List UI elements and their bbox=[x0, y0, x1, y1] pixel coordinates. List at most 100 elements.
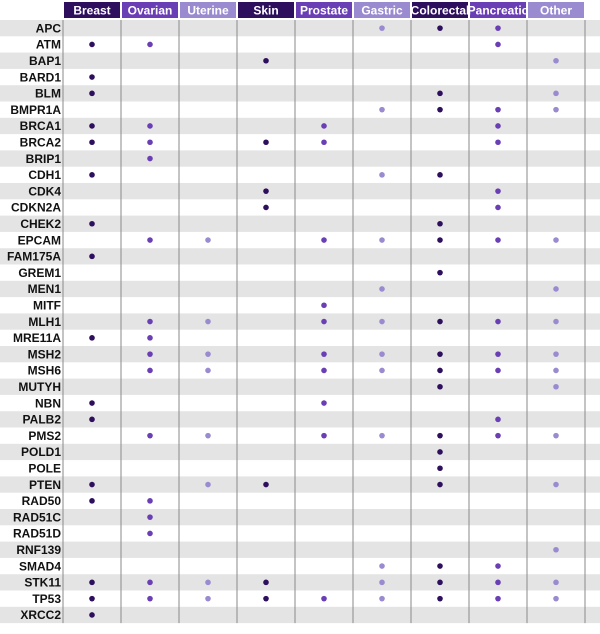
row-band bbox=[0, 378, 600, 395]
association-dot bbox=[379, 579, 385, 586]
association-dot bbox=[89, 416, 95, 423]
column-header-bg bbox=[64, 2, 120, 18]
row-band bbox=[0, 20, 600, 37]
association-dot bbox=[147, 335, 153, 341]
association-dot bbox=[89, 400, 95, 406]
row-band bbox=[0, 280, 600, 298]
gene-label: BLM bbox=[35, 87, 61, 101]
association-dot bbox=[89, 335, 95, 341]
association-dot bbox=[553, 383, 559, 390]
column-header-bg bbox=[296, 2, 352, 18]
association-dot bbox=[89, 90, 95, 97]
column-headers: Breast Ovarian Uterine Skin Prostate Gastric C… bbox=[64, 2, 584, 18]
gene-label: BRCA1 bbox=[20, 119, 62, 133]
association-dot bbox=[437, 432, 443, 439]
row-band bbox=[0, 411, 600, 428]
gene-label: EPCAM bbox=[18, 233, 61, 247]
association-dot bbox=[321, 400, 327, 406]
gene-label: MEN1 bbox=[28, 282, 62, 296]
gene-label: STK11 bbox=[24, 576, 61, 590]
association-dot bbox=[89, 612, 95, 618]
association-dot bbox=[321, 595, 327, 602]
association-dot bbox=[263, 204, 269, 211]
association-dot bbox=[147, 123, 153, 129]
association-dot bbox=[495, 25, 501, 31]
row-band bbox=[0, 313, 600, 330]
association-dot bbox=[205, 351, 211, 357]
gene-label: RAD50 bbox=[22, 494, 62, 508]
row-band bbox=[0, 509, 600, 526]
association-dot bbox=[437, 318, 443, 325]
association-dot bbox=[205, 481, 211, 488]
gene-label: PTEN bbox=[29, 478, 61, 492]
association-dot bbox=[321, 302, 327, 309]
association-dot bbox=[263, 188, 269, 194]
gene-label: RAD51C bbox=[13, 510, 61, 524]
row-band bbox=[0, 606, 600, 624]
association-dot bbox=[89, 123, 95, 129]
association-dot bbox=[553, 57, 559, 64]
association-dot bbox=[321, 367, 327, 374]
association-dot bbox=[495, 106, 501, 113]
gene-label: BRIP1 bbox=[26, 152, 62, 166]
association-dot bbox=[89, 595, 95, 602]
association-dot bbox=[495, 579, 501, 586]
association-dot bbox=[553, 237, 559, 243]
association-dot bbox=[437, 367, 443, 374]
gene-label: MSH2 bbox=[28, 347, 62, 361]
gene-label: CDKN2A bbox=[11, 201, 61, 215]
row-band bbox=[0, 215, 600, 232]
association-dot bbox=[321, 351, 327, 357]
row-band bbox=[0, 52, 600, 69]
column-dividers bbox=[62, 20, 586, 624]
association-dot bbox=[437, 172, 443, 178]
association-dot bbox=[379, 172, 385, 178]
association-dot bbox=[147, 41, 153, 48]
row-band bbox=[0, 150, 600, 167]
association-dot bbox=[437, 269, 443, 276]
column-header-prostate: Prostate bbox=[300, 4, 348, 18]
gene-label: BRCA2 bbox=[20, 135, 62, 149]
association-dot bbox=[495, 416, 501, 423]
association-dot bbox=[89, 220, 95, 227]
association-dot bbox=[437, 383, 443, 390]
association-dot bbox=[147, 237, 153, 243]
association-dot bbox=[495, 351, 501, 357]
association-dot bbox=[147, 351, 153, 357]
association-dot bbox=[437, 237, 443, 243]
association-dot bbox=[379, 25, 385, 31]
column-header-bg bbox=[528, 2, 584, 18]
row-band bbox=[0, 541, 600, 558]
gene-label: BARD1 bbox=[20, 70, 62, 84]
association-dot bbox=[437, 90, 443, 97]
gene-label: CDK4 bbox=[28, 184, 61, 198]
association-dot bbox=[553, 579, 559, 586]
row-band bbox=[0, 346, 600, 363]
association-dots bbox=[89, 25, 559, 618]
gene-label: TP53 bbox=[32, 592, 61, 606]
column-header-pancreatic: Pancreatic bbox=[468, 4, 529, 18]
gene-labels: APC ATM BAP1 BARD1 BLM BMPR1A BRCA1 BRCA2 BRIP1 C… bbox=[7, 21, 61, 622]
association-dot bbox=[553, 351, 559, 357]
gene-label: ATM bbox=[36, 38, 61, 52]
column-header-other: Other bbox=[540, 4, 572, 18]
association-dot bbox=[263, 595, 269, 602]
association-dot bbox=[379, 351, 385, 357]
row-band bbox=[0, 85, 600, 102]
association-dot bbox=[553, 481, 559, 488]
association-dot bbox=[89, 74, 95, 80]
gene-label: PMS2 bbox=[28, 429, 61, 443]
association-dot bbox=[437, 481, 443, 488]
association-dot bbox=[205, 237, 211, 243]
association-dot bbox=[321, 123, 327, 129]
association-dot bbox=[205, 432, 211, 439]
association-dot bbox=[147, 514, 153, 520]
column-header-bg bbox=[470, 2, 526, 18]
column-header-ovarian: Ovarian bbox=[128, 4, 173, 18]
association-dot bbox=[263, 57, 269, 64]
column-header-bg bbox=[238, 2, 294, 18]
association-dot bbox=[495, 41, 501, 48]
association-dot bbox=[321, 139, 327, 146]
association-dot bbox=[147, 530, 153, 537]
